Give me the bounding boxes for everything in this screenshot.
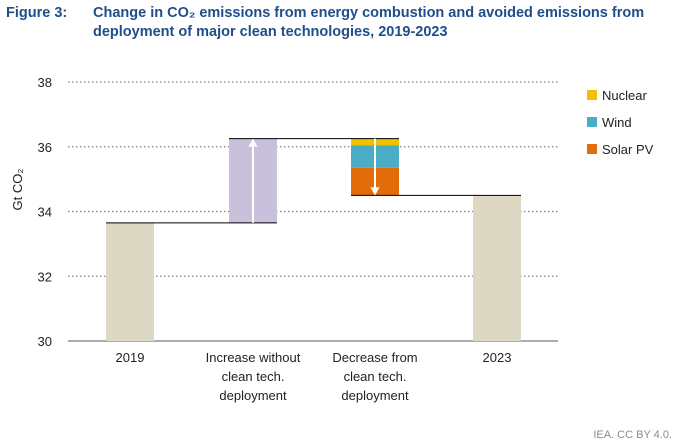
x-category-label: Decrease from clean tech. deployment	[332, 350, 417, 403]
bar-2023	[473, 195, 521, 341]
arrow-head	[248, 138, 258, 147]
legend-swatch-solar-pv	[587, 144, 597, 154]
x-category-label-line: 2023	[483, 350, 512, 365]
x-category-label-line: Increase without	[206, 350, 301, 365]
source-note: IEA. CC BY 4.0.	[593, 429, 672, 441]
y-tick-label: 38	[38, 75, 52, 90]
arrow-head	[370, 187, 380, 196]
legend-swatch-nuclear	[587, 90, 597, 100]
x-category-label-line: clean tech.	[222, 369, 285, 384]
legend-swatch-wind	[587, 117, 597, 127]
x-category-label-line: clean tech.	[344, 369, 407, 384]
bar-2019	[106, 222, 154, 341]
figure-title: Change in CO₂ emissions from energy comb…	[93, 5, 645, 40]
figure-label: Figure 3:	[6, 5, 68, 21]
legend-label-solar-pv: Solar PV	[602, 142, 654, 157]
increase-arrow	[248, 138, 258, 223]
x-category-label: 2019	[116, 350, 145, 365]
decrease-arrow	[370, 138, 380, 196]
x-category-label: Increase without clean tech. deployment	[206, 350, 301, 403]
x-category-label-line: deployment	[341, 388, 409, 403]
x-category-label: 2023	[483, 350, 512, 365]
y-axis-label: Gt CO₂	[10, 169, 25, 211]
x-category-label-line: 2019	[116, 350, 145, 365]
y-tick-label: 34	[38, 205, 52, 220]
x-category-label-line: Decrease from	[332, 350, 417, 365]
x-category-label-line: deployment	[219, 388, 287, 403]
legend-label-wind: Wind	[602, 115, 632, 130]
y-tick-label: 32	[38, 269, 52, 284]
y-tick-label: 36	[38, 140, 52, 155]
y-tick-label: 30	[38, 334, 52, 349]
legend-label-nuclear: Nuclear	[602, 88, 647, 103]
